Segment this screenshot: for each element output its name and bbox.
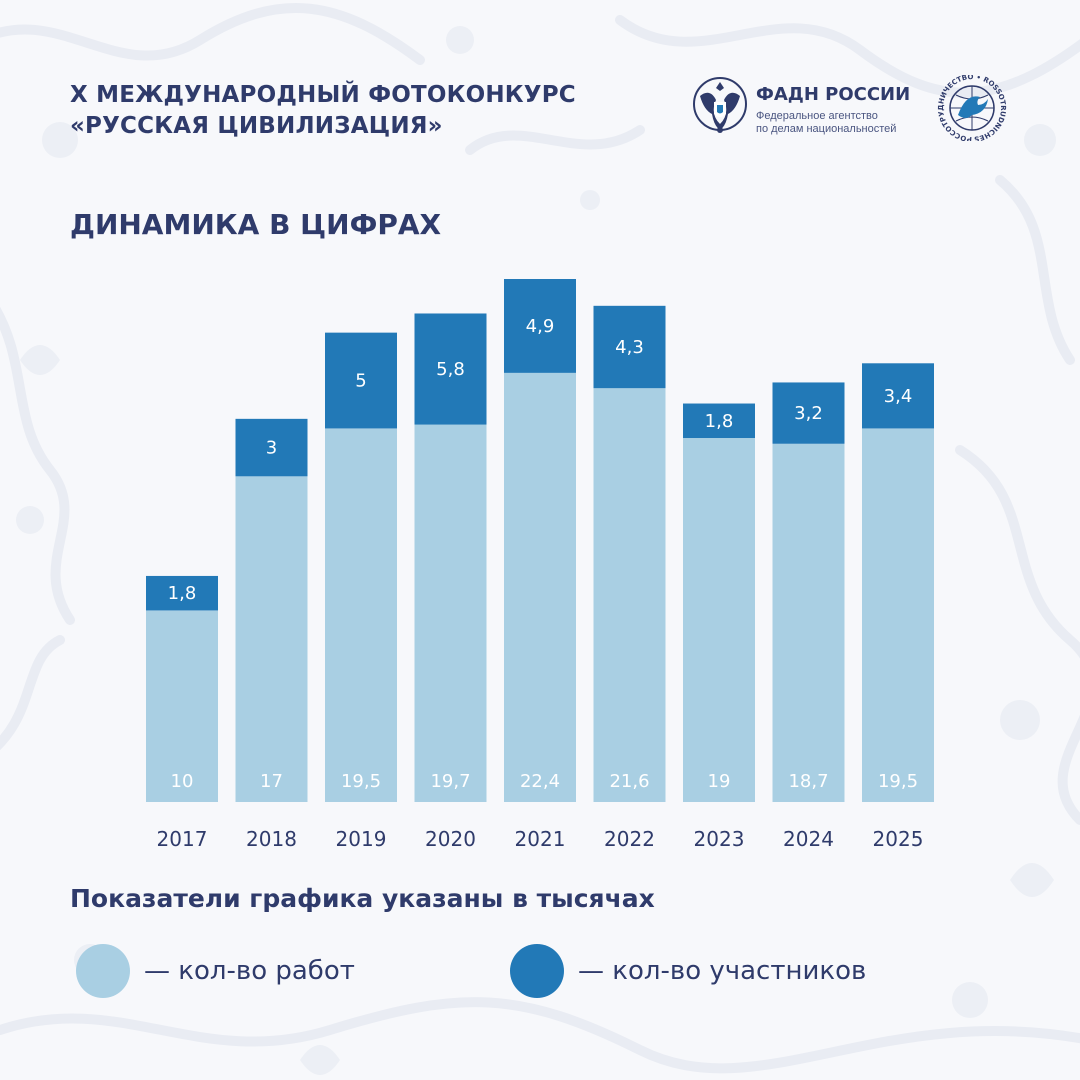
label-participants-2024: 3,2 bbox=[794, 403, 823, 424]
chart-labels: 10 1,8 2017 17 3 2018 19,5 5 2019 19,7 5,8 2020 22,4… bbox=[157, 316, 924, 851]
legend-swatch-participants bbox=[510, 944, 564, 998]
bar-participants-2020 bbox=[414, 313, 487, 425]
bar-works-2018 bbox=[235, 476, 308, 802]
bar-works-2019 bbox=[325, 428, 397, 802]
chart-bars bbox=[146, 279, 934, 802]
label-works-2019: 19,5 bbox=[341, 771, 381, 792]
fadn-name: ФАДН РОССИИ bbox=[756, 84, 911, 105]
bar-works-2025 bbox=[862, 428, 934, 802]
bar-participants-2022 bbox=[593, 305, 666, 389]
rossotrudnichestvo-logo: РОССОТРУДНИЧЕСТВО • ROSSOTRUDNICHESTVO bbox=[930, 75, 1007, 141]
label-works-2023: 19 bbox=[708, 771, 731, 792]
contest-title: X МЕЖДУНАРОДНЫЙ ФОТОКОНКУРС «РУССКАЯ ЦИВ… bbox=[70, 80, 576, 142]
label-participants-2020: 5,8 bbox=[436, 359, 465, 380]
bar-works-2022 bbox=[593, 388, 666, 802]
x-tick-2017: 2017 bbox=[157, 827, 208, 851]
x-tick-2022: 2022 bbox=[604, 827, 655, 851]
legend-swatch-works bbox=[76, 944, 130, 998]
bar-works-2021 bbox=[504, 372, 576, 802]
bar-works-2020 bbox=[414, 424, 487, 802]
bar-participants-2024 bbox=[772, 382, 845, 444]
contest-title-line2: «РУССКАЯ ЦИВИЛИЗАЦИЯ» bbox=[70, 113, 443, 139]
label-participants-2017: 1,8 bbox=[168, 583, 197, 604]
label-works-2021: 22,4 bbox=[520, 771, 560, 792]
section-title: ДИНАМИКА В ЦИФРАХ bbox=[70, 208, 442, 241]
x-tick-2025: 2025 bbox=[873, 827, 924, 851]
legend-label-participants: — кол-во участников bbox=[578, 956, 867, 986]
x-tick-2018: 2018 bbox=[246, 827, 297, 851]
bar-participants-2019 bbox=[325, 332, 397, 429]
bar-participants-2025 bbox=[862, 363, 934, 429]
units-note: Показатели графика указаны в тысячах bbox=[70, 884, 655, 913]
bar-works-2023 bbox=[683, 438, 755, 802]
label-works-2022: 21,6 bbox=[609, 771, 649, 792]
double-headed-eagle-icon bbox=[693, 77, 747, 133]
label-works-2017: 10 bbox=[171, 771, 194, 792]
label-participants-2021: 4,9 bbox=[526, 316, 555, 337]
label-works-2018: 17 bbox=[260, 771, 283, 792]
fadn-subtitle-line1: Федеральное агентство bbox=[756, 110, 878, 122]
x-tick-2023: 2023 bbox=[694, 827, 745, 851]
label-participants-2019: 5 bbox=[355, 371, 366, 392]
dove-icon bbox=[958, 96, 988, 118]
x-tick-2024: 2024 bbox=[783, 827, 834, 851]
bar-participants-2017 bbox=[146, 575, 218, 611]
label-works-2024: 18,7 bbox=[788, 771, 828, 792]
label-works-2025: 19,5 bbox=[878, 771, 918, 792]
label-participants-2022: 4,3 bbox=[615, 337, 644, 358]
fadn-logo: ФАДН РОССИИ Федеральное агентство по дел… bbox=[690, 72, 920, 138]
bar-participants-2018 bbox=[235, 418, 308, 477]
fadn-subtitle-line2: по делам национальностей bbox=[756, 123, 897, 135]
contest-title-line1: X МЕЖДУНАРОДНЫЙ ФОТОКОНКУРС bbox=[70, 82, 576, 108]
x-tick-2019: 2019 bbox=[336, 827, 387, 851]
label-works-2020: 19,7 bbox=[430, 771, 470, 792]
label-participants-2023: 1,8 bbox=[705, 411, 734, 432]
legend-item-participants: — кол-во участников bbox=[510, 944, 866, 998]
label-participants-2025: 3,4 bbox=[884, 386, 913, 407]
label-participants-2018: 3 bbox=[266, 438, 277, 459]
legend-item-works: — кол-во работ bbox=[76, 944, 355, 998]
bar-works-2024 bbox=[772, 443, 845, 802]
fadn-subtitle: Федеральное агентство по делам националь… bbox=[756, 110, 896, 136]
bar-works-2017 bbox=[146, 610, 218, 802]
bar-participants-2021 bbox=[504, 279, 576, 373]
legend-label-works: — кол-во работ bbox=[144, 956, 355, 986]
x-tick-2021: 2021 bbox=[515, 827, 566, 851]
bar-participants-2023 bbox=[683, 403, 755, 439]
x-tick-2020: 2020 bbox=[425, 827, 476, 851]
